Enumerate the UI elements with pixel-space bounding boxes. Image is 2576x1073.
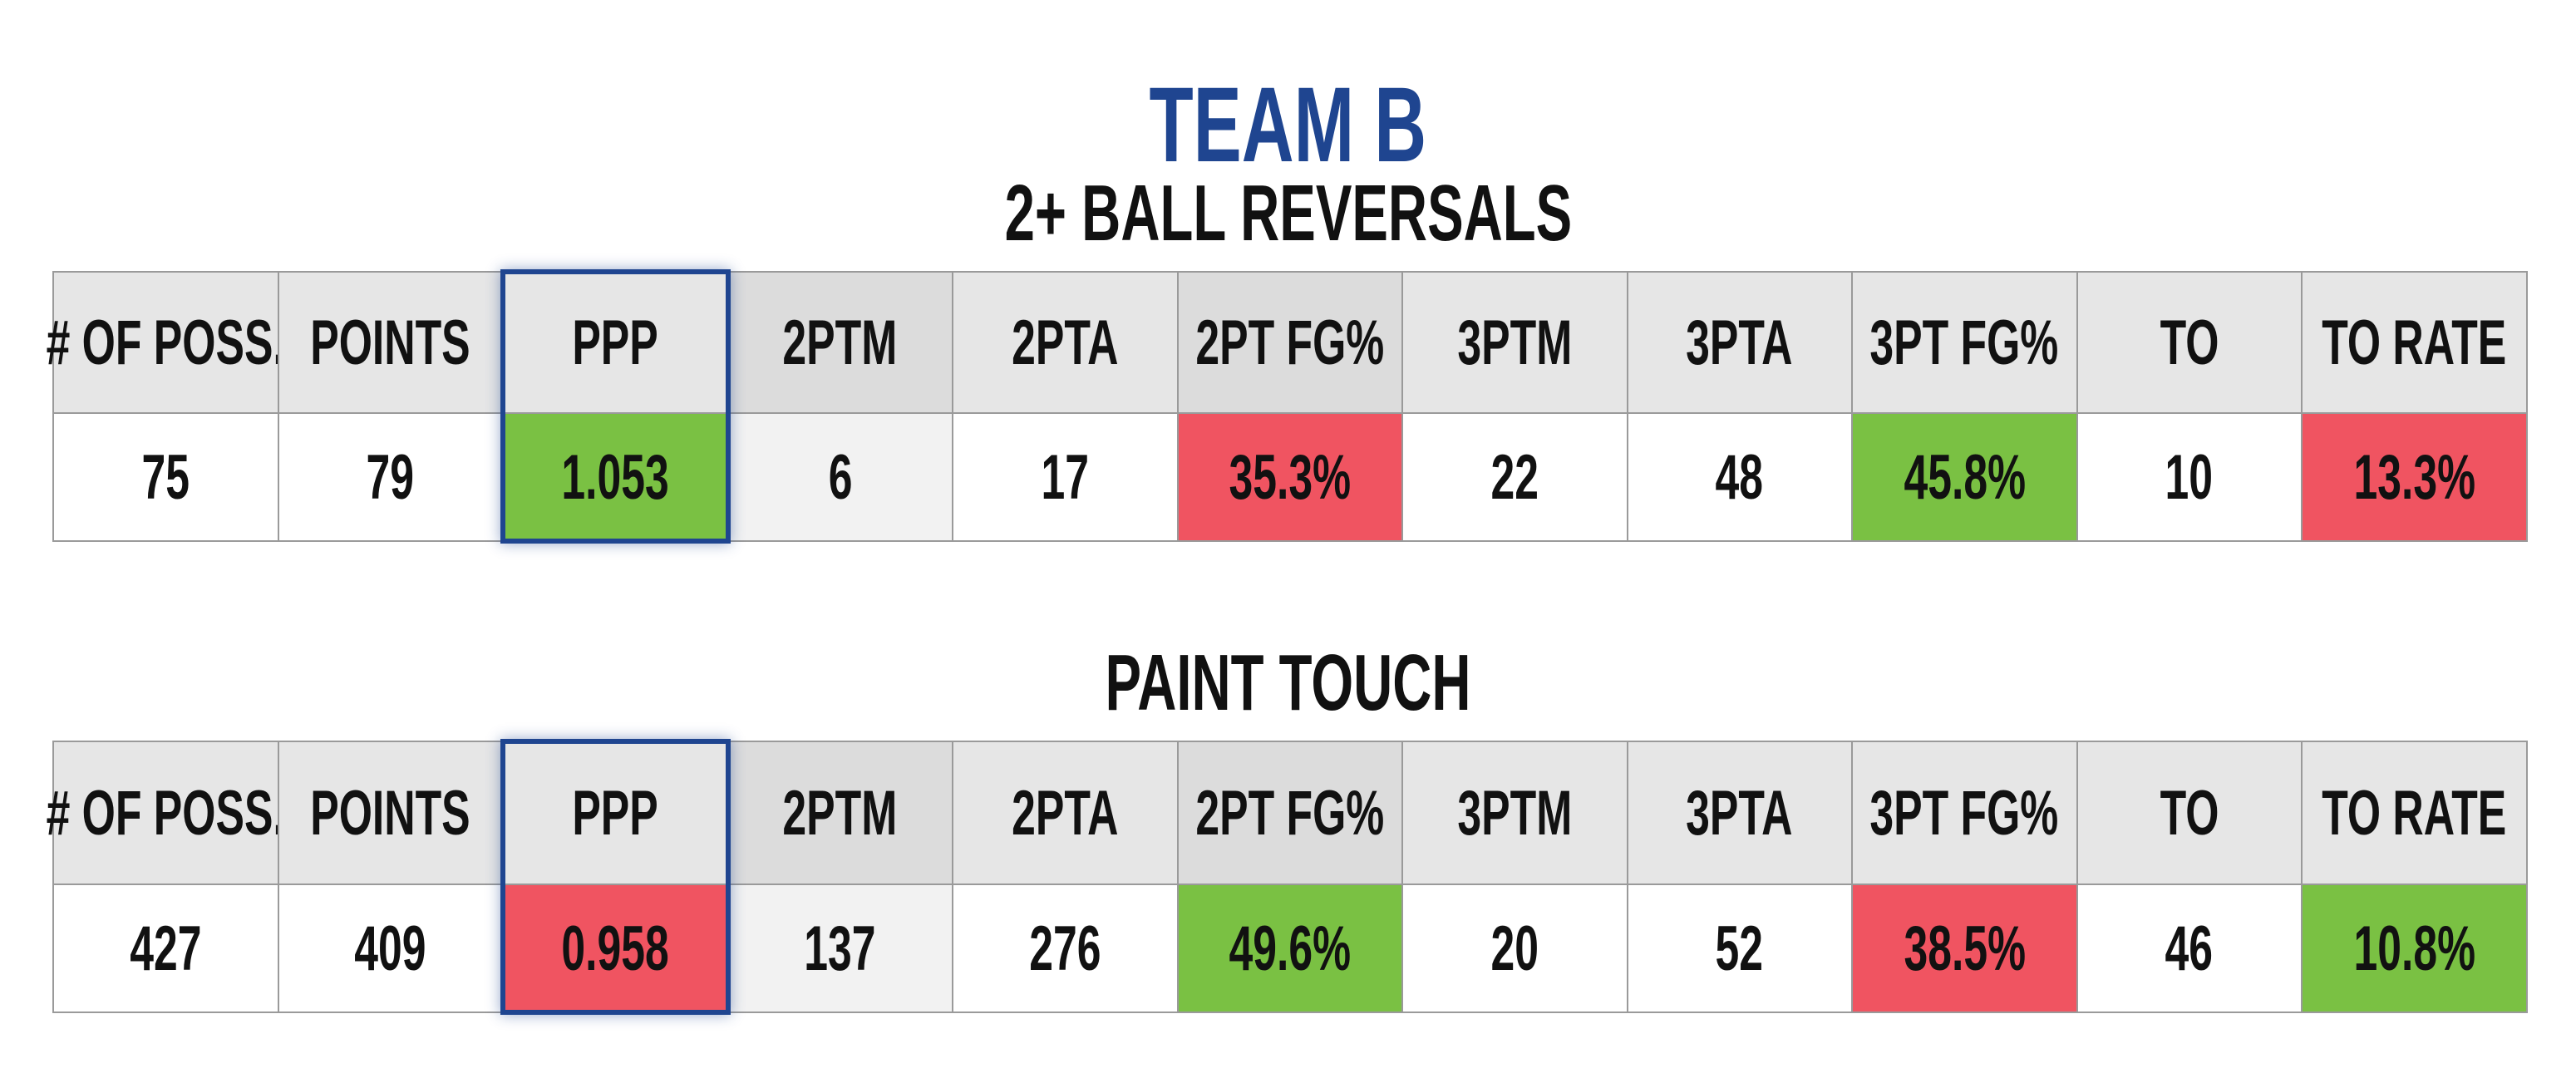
- title-text: TEAM B: [1149, 65, 1427, 185]
- data-cell-text: 6: [828, 441, 853, 513]
- data-cell: 409: [277, 884, 504, 1013]
- data-cell-text: 276: [1029, 913, 1101, 984]
- data-cell-text: 79: [366, 441, 415, 513]
- title: TEAM B: [0, 65, 2576, 185]
- column-header: TO RATE: [2301, 741, 2528, 885]
- column-header-text: 2PT FG%: [1195, 307, 1385, 378]
- data-cell: 49.6%: [1176, 884, 1403, 1013]
- data-cell: 13.3%: [2301, 412, 2528, 542]
- column-header-text: POINTS: [310, 307, 470, 378]
- highlight-frame: [500, 269, 731, 544]
- data-cell: 38.5%: [1851, 884, 2078, 1013]
- data-cell-text: 75: [141, 441, 190, 513]
- column-header-text: TO RATE: [2322, 307, 2507, 378]
- data-cell-text: 0.958: [561, 913, 669, 984]
- column-header-text: 3PTA: [1686, 777, 1793, 849]
- column-header: 2PTM: [727, 741, 953, 885]
- highlight-frame: [500, 739, 731, 1015]
- column-header: 3PTM: [1401, 741, 1628, 885]
- column-header-text: 2PTA: [1012, 307, 1119, 378]
- column-header-text: 2PTM: [782, 777, 898, 849]
- data-cell-text: 137: [804, 913, 876, 984]
- column-header-text: PPP: [572, 777, 658, 849]
- data-cell: 10: [2076, 412, 2303, 542]
- section-title: 2+ BALL REVERSALS: [0, 169, 2576, 258]
- data-cell-text: 38.5%: [1903, 913, 2026, 984]
- column-header-text: 3PTM: [1457, 307, 1573, 378]
- data-cell-text: 35.3%: [1229, 441, 1352, 513]
- data-cell-text: 52: [1715, 913, 1764, 984]
- data-cell: 6: [727, 412, 953, 542]
- column-header: POINTS: [277, 741, 504, 885]
- column-header: 3PTA: [1626, 271, 1853, 414]
- column-header: 3PTA: [1626, 741, 1853, 885]
- data-cell: 48: [1626, 412, 1853, 542]
- column-header: # OF POSS.: [47, 271, 285, 414]
- data-cell: 45.8%: [1851, 412, 2078, 542]
- section-title-text: PAINT TOUCH: [1105, 638, 1471, 727]
- section-title-text: 2+ BALL REVERSALS: [1004, 169, 1572, 258]
- data-cell-text: 427: [130, 913, 202, 984]
- column-header-text: 3PT FG%: [1869, 777, 2059, 849]
- section-title: PAINT TOUCH: [0, 638, 2576, 727]
- column-header: # OF POSS.: [47, 741, 285, 885]
- column-header-text: TO: [2160, 307, 2219, 378]
- data-cell-text: 48: [1715, 441, 1764, 513]
- data-cell-text: 20: [1490, 913, 1539, 984]
- data-cell: 35.3%: [1176, 412, 1403, 542]
- data-cell: 10.8%: [2301, 884, 2528, 1013]
- column-header: TO: [2076, 271, 2303, 414]
- data-cell-text: 1.053: [561, 441, 669, 513]
- column-header-text: # OF POSS.: [46, 777, 285, 849]
- column-header-text: 3PT FG%: [1869, 307, 2059, 378]
- column-header-text: TO RATE: [2322, 777, 2507, 849]
- data-cell-text: 45.8%: [1903, 441, 2026, 513]
- column-header-text: 3PTA: [1686, 307, 1793, 378]
- column-header: 3PT FG%: [1851, 271, 2078, 414]
- data-cell-text: 10: [2165, 441, 2214, 513]
- column-header: POINTS: [277, 271, 504, 414]
- column-header: 2PTA: [952, 741, 1179, 885]
- column-header: TO: [2076, 741, 2303, 885]
- data-cell: 20: [1401, 884, 1628, 1013]
- data-cell-text: 46: [2165, 913, 2214, 984]
- column-header-text: 2PT FG%: [1195, 777, 1385, 849]
- data-cell: 276: [952, 884, 1179, 1013]
- data-cell-text: 17: [1041, 441, 1089, 513]
- column-header-text: 3PTM: [1457, 777, 1573, 849]
- data-cell: 137: [727, 884, 953, 1013]
- data-cell-text: 22: [1490, 441, 1539, 513]
- data-cell: 22: [1401, 412, 1628, 542]
- column-header-text: # OF POSS.: [46, 307, 285, 378]
- data-cell: 75: [52, 412, 279, 542]
- column-header: 2PTM: [727, 271, 953, 414]
- data-cell-text: 409: [354, 913, 426, 984]
- data-cell: 46: [2076, 884, 2303, 1013]
- data-cell: 52: [1626, 884, 1853, 1013]
- column-header-text: 2PTA: [1012, 777, 1119, 849]
- data-cell: 427: [52, 884, 279, 1013]
- column-header: 3PTM: [1401, 271, 1628, 414]
- column-header: 2PTA: [952, 271, 1179, 414]
- column-header-text: 2PTM: [782, 307, 898, 378]
- column-header: 2PT FG%: [1176, 271, 1403, 414]
- column-header-text: POINTS: [310, 777, 470, 849]
- data-cell: 17: [952, 412, 1179, 542]
- column-header: 3PT FG%: [1851, 741, 2078, 885]
- data-cell-text: 49.6%: [1229, 913, 1352, 984]
- data-cell: 79: [277, 412, 504, 542]
- column-header: 2PT FG%: [1176, 741, 1403, 885]
- data-cell-text: 13.3%: [2352, 441, 2475, 513]
- column-header: TO RATE: [2301, 271, 2528, 414]
- column-header: PPP: [502, 271, 729, 414]
- data-cell-text: 10.8%: [2352, 913, 2475, 984]
- column-header-text: PPP: [572, 307, 658, 378]
- column-header-text: TO: [2160, 777, 2219, 849]
